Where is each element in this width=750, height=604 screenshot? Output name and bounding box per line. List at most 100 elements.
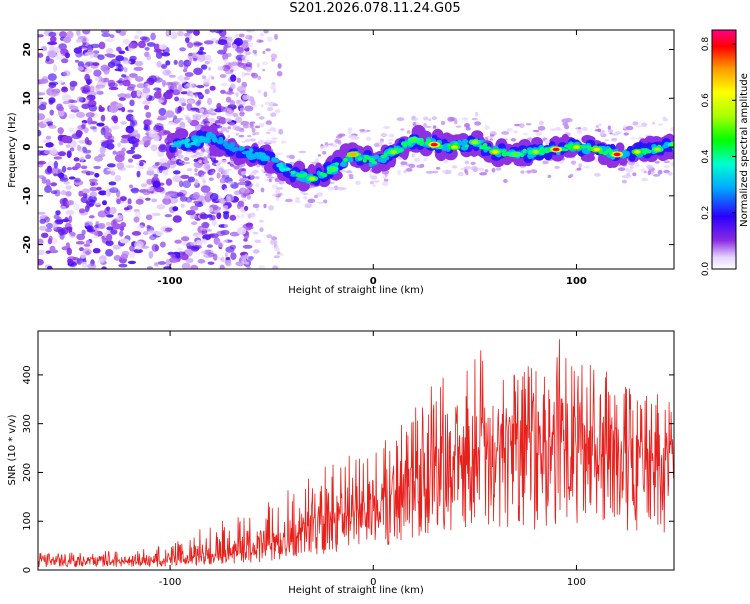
heatmap-speck xyxy=(211,220,218,226)
heatmap-speck xyxy=(280,140,287,144)
heatmap-speck xyxy=(120,140,129,144)
heatmap-speck xyxy=(151,243,159,252)
heatmap-speck xyxy=(537,125,546,131)
heatmap-ytick-label: -10 xyxy=(22,187,33,205)
snr-xlabel: Height of straight line (km) xyxy=(288,585,424,596)
heatmap-speck xyxy=(244,205,249,211)
heatmap-speck xyxy=(160,241,166,248)
heatmap-speck xyxy=(240,213,245,219)
heatmap-speck xyxy=(73,157,80,162)
heatmap-speck xyxy=(40,46,48,52)
heatmap-speck xyxy=(271,184,279,189)
heatmap-speck xyxy=(182,180,192,188)
heatmap-speck xyxy=(254,125,261,129)
heatmap-speck xyxy=(220,89,226,94)
heatmap-speck xyxy=(159,158,168,163)
heatmap-speck xyxy=(44,185,52,193)
heatmap-speck xyxy=(103,132,113,140)
heatmap-speck xyxy=(266,36,273,42)
heatmap-speck xyxy=(75,241,85,245)
heatmap-speck xyxy=(140,183,148,188)
heatmap-speck xyxy=(102,200,107,206)
heatmap-speck xyxy=(118,50,126,55)
heatmap-speck xyxy=(174,239,182,244)
heatmap-speck xyxy=(120,222,127,228)
heatmap-speck xyxy=(231,61,238,66)
heatmap-speck xyxy=(576,167,582,171)
heatmap-speck xyxy=(206,244,213,248)
heatmap-speck xyxy=(208,67,212,71)
heatmap-speck xyxy=(76,258,83,265)
heatmap-speck xyxy=(186,81,195,88)
heatmap-speck xyxy=(235,214,241,219)
heatmap-speck xyxy=(252,249,260,254)
heatmap-speck xyxy=(89,186,98,192)
heatmap-speck xyxy=(126,149,135,155)
heatmap-speck xyxy=(416,164,425,169)
heatmap-speck xyxy=(93,69,102,77)
heatmap-speck xyxy=(225,195,231,203)
heatmap-speck xyxy=(191,221,198,225)
snr-ytick-label: 300 xyxy=(22,414,33,433)
heatmap-speck xyxy=(348,173,354,178)
heatmap-speck xyxy=(632,121,639,126)
heatmap-speck xyxy=(383,178,389,182)
heatmap-ridge-blob xyxy=(606,149,612,153)
heatmap-speck xyxy=(81,261,88,269)
heatmap-ridge-blob xyxy=(218,139,224,144)
heatmap-speck xyxy=(93,165,101,170)
heatmap-speck xyxy=(128,158,133,163)
heatmap-speck xyxy=(59,31,67,38)
heatmap-speck xyxy=(194,168,198,173)
heatmap-speck xyxy=(76,30,80,36)
heatmap-speck xyxy=(204,163,211,171)
heatmap-speck xyxy=(123,67,128,73)
heatmap-speck xyxy=(348,127,353,132)
heatmap-speck xyxy=(471,117,478,121)
heatmap-speck xyxy=(164,214,172,218)
heatmap-speck xyxy=(63,181,70,185)
heatmap-speck xyxy=(186,168,193,172)
heatmap-speck xyxy=(106,142,115,150)
heatmap-speck xyxy=(153,262,159,267)
heatmap-speck xyxy=(235,92,239,98)
heatmap-speck xyxy=(359,129,366,132)
heatmap-ridge-blob xyxy=(273,157,280,163)
heatmap-speck xyxy=(39,78,49,84)
heatmap-speck xyxy=(82,87,90,92)
heatmap-speck xyxy=(133,66,144,71)
heatmap-speck xyxy=(219,198,226,204)
heatmap-speck xyxy=(52,222,58,230)
heatmap-speck xyxy=(248,35,252,41)
heatmap-xtick-label: 100 xyxy=(566,276,587,287)
heatmap-speck xyxy=(84,68,92,74)
heatmap-speck xyxy=(273,255,280,259)
heatmap-speck xyxy=(224,223,229,228)
heatmap-speck xyxy=(48,31,57,37)
heatmap-speck xyxy=(186,30,194,34)
heatmap-speck xyxy=(221,108,225,112)
heatmap-speck xyxy=(218,167,224,173)
heatmap-speck xyxy=(66,150,72,158)
heatmap-speck xyxy=(173,170,181,175)
heatmap-ridge-blob xyxy=(564,144,571,148)
heatmap-speck xyxy=(176,108,181,114)
heatmap-speck xyxy=(163,91,173,100)
heatmap-speck xyxy=(226,52,232,58)
heatmap-speck xyxy=(132,119,138,126)
heatmap-speck xyxy=(562,122,568,126)
heatmap-speck xyxy=(77,66,84,71)
heatmap-speck xyxy=(116,46,122,52)
heatmap-ylabel: Frequency (Hz) xyxy=(7,112,18,188)
heatmap-speck xyxy=(470,161,476,165)
heatmap-speck xyxy=(187,176,195,183)
heatmap-speck xyxy=(131,231,142,236)
heatmap-speck xyxy=(400,128,405,131)
heatmap-speck xyxy=(79,247,84,252)
heatmap-speck xyxy=(257,89,262,94)
heatmap-speck xyxy=(256,62,260,69)
heatmap-speck xyxy=(142,100,152,105)
heatmap-speck xyxy=(199,171,206,175)
heatmap-ridge-blob xyxy=(190,142,195,146)
